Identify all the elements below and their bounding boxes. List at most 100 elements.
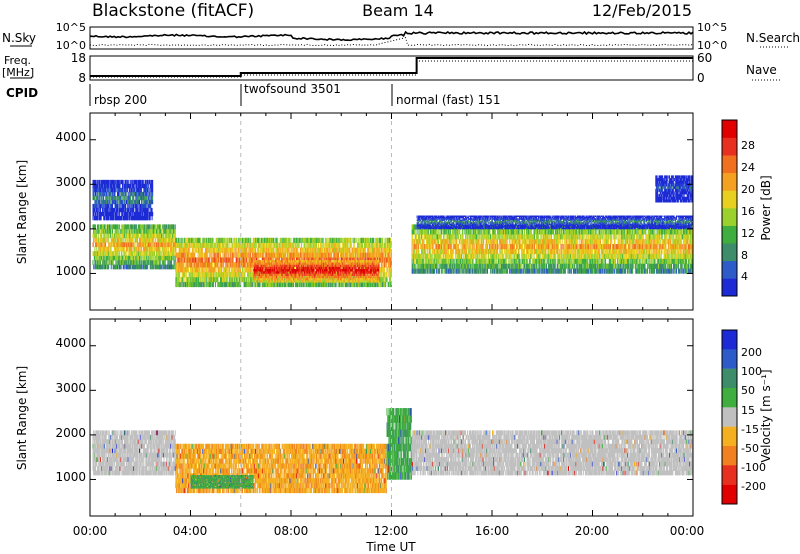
power-cell	[218, 267, 220, 273]
power-cell	[164, 260, 166, 265]
cpid-label: CPID	[6, 86, 38, 100]
sky-right-tick-bottom: 10^0	[697, 39, 727, 52]
power-cell	[152, 264, 154, 270]
power-cell	[239, 242, 241, 248]
power-cell	[196, 277, 198, 283]
power-cell	[222, 237, 224, 243]
power-cell	[301, 281, 303, 288]
power-cell	[115, 233, 117, 239]
power-cell	[327, 264, 329, 267]
power-cell	[154, 264, 156, 270]
power-cell	[132, 260, 134, 265]
power-cell	[264, 273, 265, 276]
power-cell	[164, 224, 166, 230]
power-cell	[232, 242, 233, 248]
power-cell	[131, 264, 133, 270]
power-cell	[350, 281, 351, 288]
sky-left-tick-top: 10^5	[56, 21, 86, 34]
power-cell	[161, 233, 162, 239]
power-cell	[269, 252, 270, 258]
power-cell	[272, 247, 274, 253]
sky-noise-panel: N.Sky 10^5 10^0 10^5 10^0 N.Search	[2, 21, 800, 52]
power-cell	[337, 247, 339, 253]
power-cell	[279, 273, 281, 276]
power-cell	[291, 281, 292, 288]
power-cell	[277, 281, 279, 288]
power-cell	[220, 272, 221, 278]
power-cell	[270, 252, 272, 258]
power-cell	[125, 233, 127, 239]
power-cell	[166, 237, 167, 243]
power-cell	[329, 275, 331, 279]
power-cell	[311, 277, 313, 281]
power-cell	[256, 257, 258, 263]
power-cell	[163, 228, 165, 234]
power-cell	[330, 277, 332, 281]
power-cell	[235, 247, 237, 253]
power-cell	[269, 281, 271, 288]
power-cell	[284, 277, 286, 281]
power-cell	[160, 224, 162, 230]
power-cell	[117, 260, 118, 265]
power-cell	[213, 247, 215, 253]
power-cell	[191, 267, 193, 273]
power-cell	[241, 247, 243, 253]
power-cell	[250, 277, 252, 283]
power-cell	[140, 255, 142, 261]
power-cell	[202, 267, 204, 273]
power-cell	[146, 264, 148, 270]
power-cell	[275, 252, 277, 258]
power-cell	[138, 233, 140, 239]
power-cell	[112, 224, 114, 230]
power-cell	[257, 242, 259, 248]
power-cell	[149, 233, 151, 239]
power-cell	[97, 228, 99, 234]
power-cell	[180, 257, 182, 263]
power-cell	[217, 247, 219, 253]
power-cell	[164, 237, 166, 243]
power-cell	[287, 264, 289, 267]
power-cell	[245, 257, 247, 263]
power-cell	[116, 251, 118, 256]
power-cell	[230, 272, 232, 278]
power-cell	[234, 242, 236, 248]
power-cell	[140, 237, 142, 243]
power-cell	[288, 242, 290, 248]
power-cell	[381, 247, 383, 253]
power-cell	[191, 257, 193, 263]
power-cell	[152, 260, 154, 265]
power-cell	[242, 257, 244, 263]
power-cell	[107, 246, 108, 252]
power-cell	[161, 242, 162, 248]
power-cell	[281, 247, 283, 253]
power-cell	[124, 260, 126, 265]
power-cell	[148, 237, 150, 243]
power-cell	[175, 281, 177, 288]
power-cell	[259, 252, 261, 258]
power-cell	[122, 255, 124, 261]
power-cell	[290, 247, 292, 253]
power-cell	[100, 233, 102, 239]
power-cell	[340, 266, 342, 270]
power-cell	[144, 233, 146, 239]
power-cell	[163, 224, 165, 230]
power-cell	[199, 252, 201, 258]
power-cell	[206, 262, 208, 268]
power-cell	[155, 264, 157, 270]
power-cell	[151, 260, 153, 265]
power-cell	[280, 281, 282, 288]
power-cell	[101, 228, 103, 234]
power-cell	[187, 237, 189, 243]
power-cell	[253, 280, 255, 283]
power-cell	[155, 255, 157, 261]
power-cell	[135, 251, 137, 256]
power-cell	[174, 246, 176, 252]
power-cell	[340, 264, 341, 267]
power-cell	[232, 262, 233, 268]
power-cell	[273, 252, 275, 258]
power-cell	[162, 246, 164, 252]
power-cell	[276, 237, 278, 243]
power-cell	[159, 246, 161, 252]
power-cell	[224, 281, 226, 288]
power-cell	[106, 264, 108, 270]
